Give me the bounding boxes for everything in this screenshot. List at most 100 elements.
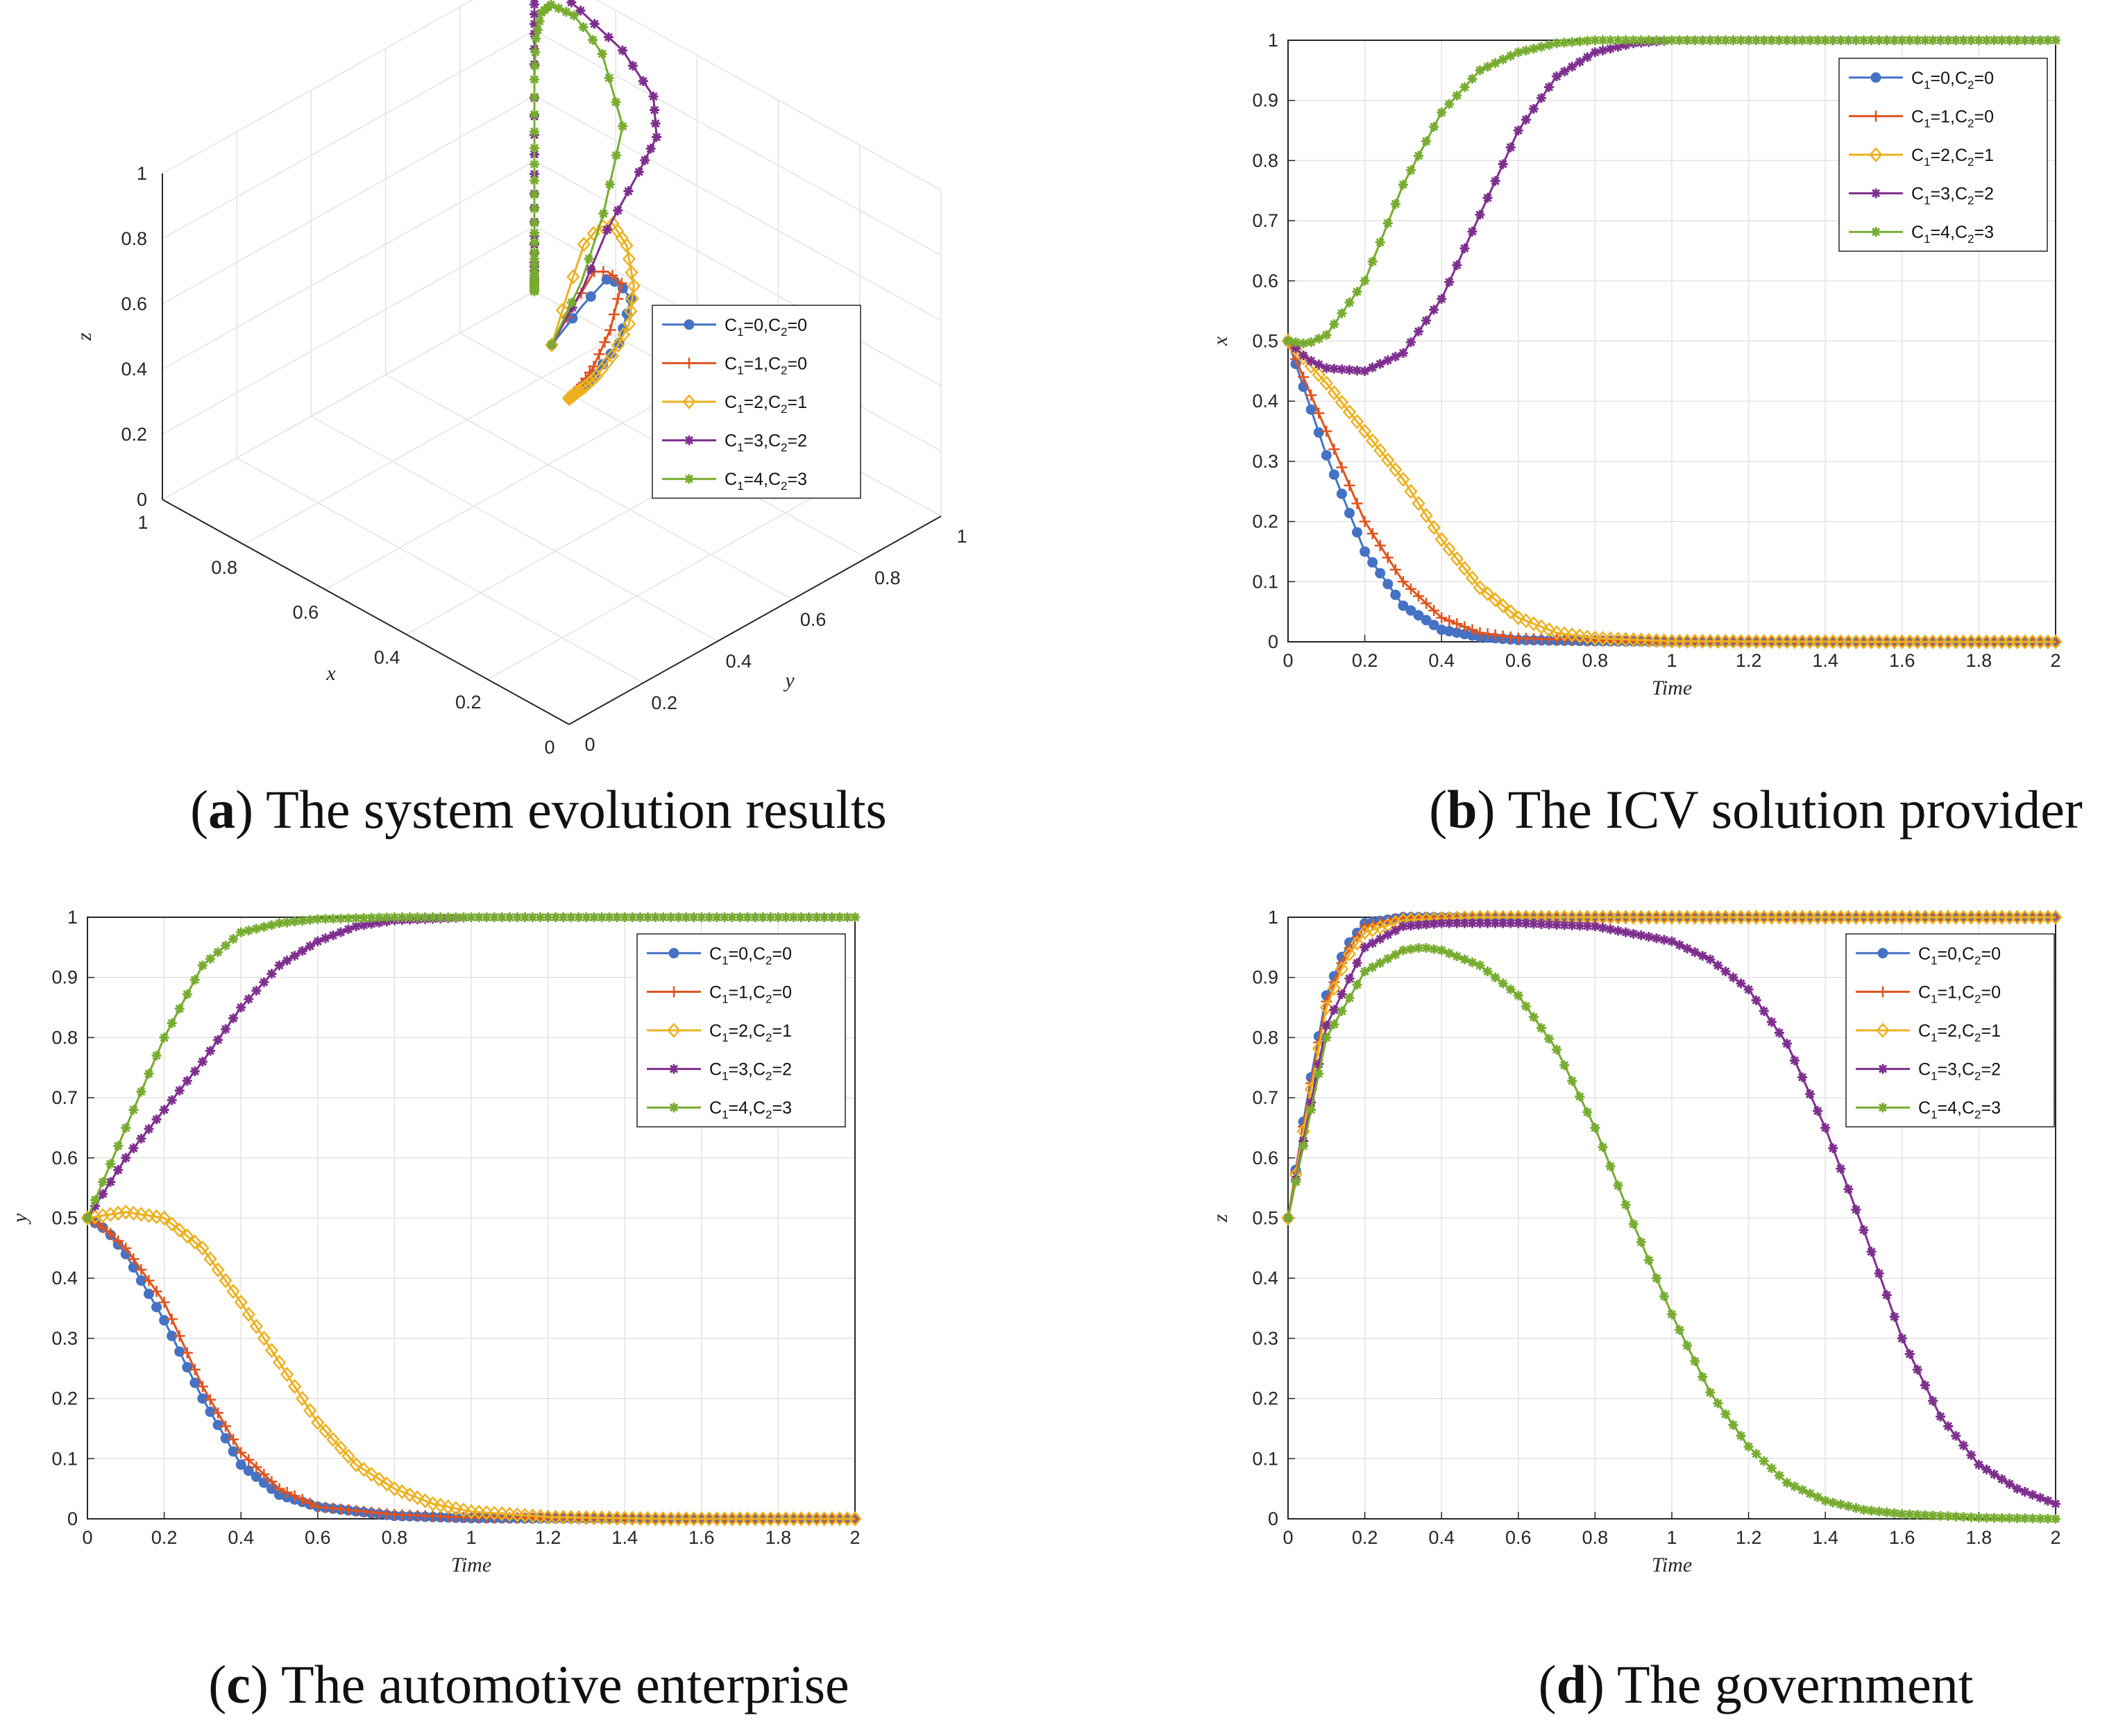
panel-d-series-4-point-90 — [1974, 1513, 1984, 1523]
panel-c-series-3-point-14 — [189, 1066, 200, 1076]
panel-d-series-4-point-9 — [1352, 980, 1362, 990]
panel-b-series-4-point-27 — [1490, 58, 1500, 68]
panel-c-ytick-label-1: 0.1 — [51, 1448, 78, 1469]
a-series-4-point-23 — [530, 60, 540, 71]
panel-d-series-2-point-5 — [1319, 1000, 1333, 1015]
panel-b-series-2-point-34 — [1542, 622, 1556, 638]
a-series-2-point-10 — [622, 251, 636, 267]
a-series-2-point-14 — [624, 303, 638, 319]
panel-c-series-1-point-19 — [228, 1433, 239, 1445]
panel-b-series-4-point-10 — [1360, 275, 1370, 286]
panel-c-series-4-point-63 — [566, 912, 576, 922]
panel-c-series-2-point-19 — [226, 1284, 240, 1300]
panel-d-series-4-point-56 — [1713, 1398, 1723, 1409]
panel-d-series-3-point-74 — [1851, 1205, 1861, 1215]
panel-c-series-1-point-28 — [296, 1494, 308, 1506]
panel-b-series-4-point-3 — [1306, 337, 1317, 348]
panel-b-series-4-point-32 — [1528, 44, 1539, 54]
panel-b-legend-label-4: C1=4,C2=3 — [1911, 223, 1994, 246]
panel-d-series-3-point-96 — [2020, 1486, 2030, 1497]
panel-d-series-3-point-69 — [1813, 1106, 1823, 1116]
panel-b-series-0-point-19 — [1428, 620, 1439, 631]
a-series-2-point-17 — [611, 337, 625, 353]
panel-b-series-4-point-5 — [1321, 330, 1332, 340]
panel-b-series-4-point-23 — [1459, 82, 1470, 92]
panel-d-series-3-point-57 — [1720, 967, 1731, 977]
a-series-2 — [545, 216, 641, 406]
panel-b-series-0-point-3 — [1305, 404, 1317, 415]
panel-c-series-3-point-7 — [136, 1134, 146, 1144]
panel-d-series-4-point-92 — [1989, 1513, 1999, 1523]
panel-d-series-4-point-76 — [1866, 1506, 1877, 1516]
panel-d-series-4-point-6 — [1329, 1019, 1339, 1030]
panel-d-series-4-point-75 — [1859, 1505, 1869, 1515]
a-ytick-label-2: 0.4 — [726, 651, 752, 672]
panel-d-series-3-point-65 — [1781, 1039, 1792, 1049]
panel-c-series-0-point-17 — [212, 1420, 223, 1431]
panel-a-3d-chart: 0 0 0 0.2 0.2 0.2 0.4 0.4 0.4 0.6 0.6 0.6 0.8 0.8 0.8 1… — [73, 0, 967, 758]
panel-b-series-3-point-33 — [1536, 93, 1546, 103]
panel-d-series-4-point-45 — [1628, 1219, 1639, 1229]
panel-c-ytick-label-3: 0.3 — [51, 1328, 78, 1349]
panel-c-series-1-point-4 — [112, 1235, 124, 1247]
panel-c-series-4-point-89 — [765, 912, 776, 922]
panel-d-series-4-point-25 — [1475, 960, 1485, 971]
panel-c-ytick-label-8: 0.8 — [51, 1027, 78, 1048]
a-series-1-point-6 — [616, 278, 627, 289]
panel-b-series-0-point-12 — [1375, 568, 1386, 579]
panel-b-series-0-point-17 — [1413, 610, 1424, 621]
panel-c-series-2-point-17 — [211, 1262, 225, 1277]
panel-c-series-4-point-20 — [236, 927, 246, 937]
panel-b-series-1-point-22 — [1451, 618, 1463, 629]
panel-c-series-2-point-34 — [341, 1448, 355, 1464]
panel-d-series-3-point-72 — [1836, 1164, 1846, 1174]
a-series-2-point-1 — [555, 303, 570, 318]
panel-b-series-4-point-60 — [1743, 35, 1754, 45]
a-series-4-point-3 — [598, 208, 609, 219]
panel-c-series-4-point-26 — [282, 917, 292, 928]
panel-c-xtick-label-1: 0.2 — [151, 1527, 178, 1548]
panel-d-legend-label-2: C1=2,C2=1 — [1918, 1021, 2001, 1044]
a-wally-grid-z-2 — [534, 160, 942, 386]
panel-d-series-3-point-99 — [2042, 1495, 2053, 1506]
a-series-3-point-39 — [530, 28, 539, 39]
panel-d-legend-marker-0 — [1877, 948, 1888, 959]
panel-b-series-4-point-37 — [1567, 37, 1577, 47]
panel-b-series-4-point-22 — [1452, 90, 1462, 101]
panel-b-series-4-point-80 — [1897, 35, 1907, 45]
panel-b-series-4-point-59 — [1736, 35, 1746, 45]
panel-c-xtick-label-5: 1 — [466, 1527, 476, 1548]
panel-c-series-0-point-15 — [197, 1393, 208, 1404]
panel-c-series-3-point-27 — [289, 951, 300, 961]
panel-c-series-3-point-8 — [144, 1124, 154, 1134]
panel-d-series-4-point-16 — [1405, 944, 1416, 954]
panel-d-xtick-label-8: 1.6 — [1889, 1527, 1915, 1548]
panel-d-series-3-point-38 — [1575, 921, 1585, 931]
a-series-1-point-8 — [608, 309, 620, 321]
panel-c-series-1-point-3 — [105, 1228, 117, 1240]
panel-c-legend-marker-0 — [668, 948, 679, 959]
a-series-1-point-11 — [593, 348, 605, 360]
panel-b-series-3-point-42 — [1605, 44, 1616, 54]
a-floor-grid-x-4 — [243, 336, 616, 545]
panel-b-xtick-label-3: 0.6 — [1505, 650, 1532, 671]
a-series-2-point-15 — [622, 316, 636, 332]
panel-c-legend-label-2: C1=2,C2=1 — [709, 1021, 792, 1044]
a-series-4-point-25 — [530, 92, 539, 102]
panel-c-series-4-point-75 — [658, 912, 668, 922]
panel-d-series-3-point-46 — [1636, 930, 1646, 941]
a-series-4-point-38 — [530, 260, 539, 271]
a-zlabel: z — [73, 332, 96, 341]
panel-d-series-4-point-53 — [1690, 1356, 1700, 1366]
panel-c-series-0-point-9 — [151, 1302, 162, 1313]
panel-d-series-4-point-10 — [1360, 967, 1370, 977]
panel-b-legend-label-1: C1=1,C2=0 — [1911, 107, 1994, 130]
panel-d-series-3-point-8 — [1344, 973, 1355, 984]
panel-b-series-2-point-10 — [1357, 423, 1372, 439]
panel-c-series-4-point-19 — [228, 934, 239, 944]
panel-d-series-3-point-84 — [1928, 1396, 1938, 1406]
panel-c-series-4-point-73 — [643, 912, 653, 922]
panel-b-series-3-point-17 — [1414, 326, 1424, 337]
panel-d-series-3-point-76 — [1866, 1247, 1877, 1257]
panel-d-series-3-point-91 — [1981, 1464, 1992, 1474]
